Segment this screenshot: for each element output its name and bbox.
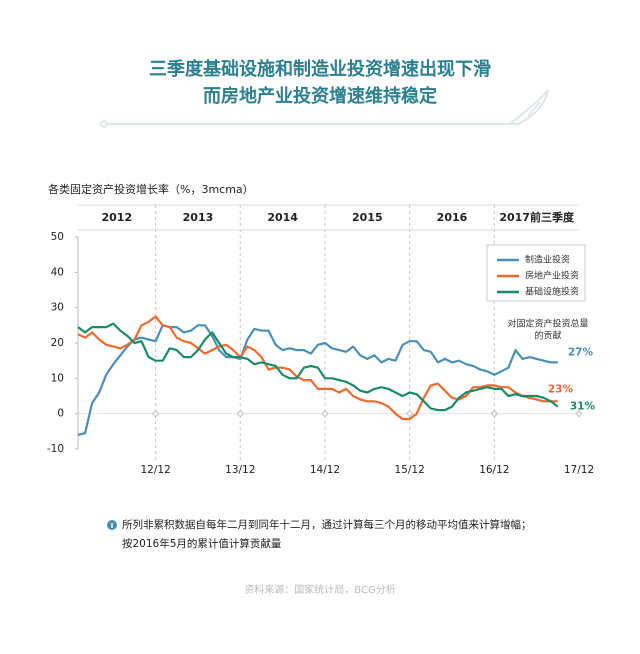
period-label: 2012: [101, 211, 132, 224]
x-tick-label: 13/12: [225, 464, 255, 476]
period-label: 2014: [267, 211, 298, 224]
legend-label: 基础设施投资: [525, 286, 579, 298]
x-tick-marker: [490, 409, 499, 418]
x-tick-label: 14/12: [310, 464, 340, 476]
end-label: 31%: [570, 401, 596, 413]
legend-label: 房地产业投资: [525, 270, 579, 282]
rule-dot: [100, 120, 108, 128]
series-line: [77, 322, 559, 412]
x-tick-marker: [575, 409, 583, 418]
y-tick-label: 50: [51, 231, 64, 243]
series-line: [77, 315, 558, 421]
x-tick-label: 12/12: [140, 464, 170, 476]
y-tick-label: 20: [51, 337, 64, 349]
info-icon-bar: [111, 523, 113, 528]
period-label: 2016: [437, 211, 468, 224]
x-tick-label: 16/12: [479, 464, 509, 476]
annotation: 对固定资产投资总量: [507, 318, 588, 330]
period-label: 2015: [352, 211, 383, 224]
y-tick-label: 10: [51, 372, 64, 384]
y-tick-label: 0: [57, 408, 64, 420]
chart-title: 三季度基础设施和制造业投资增速出现下滑: [149, 58, 491, 80]
x-tick-marker: [236, 409, 245, 418]
x-tick-label: 17/12: [564, 464, 594, 476]
chart-subtitle: 而房地产业投资增速维持稳定: [203, 85, 437, 107]
end-label: 27%: [568, 346, 594, 358]
source: 资料来源：国家统计局，BCG分析: [244, 583, 395, 596]
annotation: 的贡献: [534, 330, 561, 342]
x-tick-marker: [321, 409, 329, 418]
y-tick-label: -10: [47, 443, 64, 455]
period-label: 2017前三季度: [499, 210, 575, 224]
note-line: 所列非累积数据自每年二月到同年十二月，通过计算每三个月的移动平均值来计算增幅；: [122, 518, 532, 531]
end-label: 23%: [548, 383, 574, 395]
legend-label: 制造业投资: [525, 254, 570, 266]
y-axis-label: 各类固定资产投资增长率（%，3mcma）: [48, 182, 254, 196]
period-label: 2013: [183, 211, 214, 224]
note-line: 按2016年5月的累计值计算贡献量: [122, 537, 282, 550]
series-line: [77, 324, 558, 436]
x-tick-marker: [405, 409, 414, 418]
x-tick-marker: [151, 409, 160, 418]
y-tick-label: 40: [51, 266, 64, 278]
x-tick-label: 15/12: [395, 464, 425, 476]
feather-icon: [509, 89, 549, 125]
y-tick-label: 30: [51, 302, 64, 314]
